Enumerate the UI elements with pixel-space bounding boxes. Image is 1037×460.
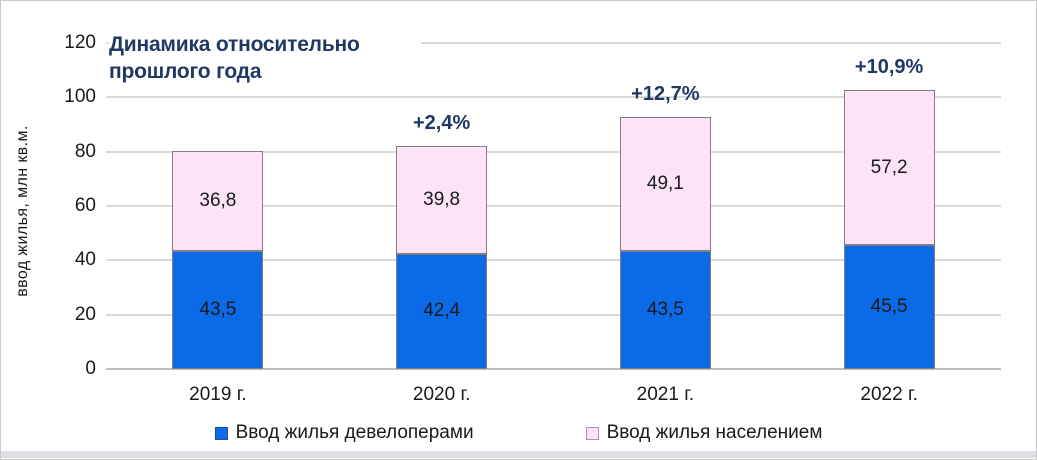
bar-segment-population: 49,1 [619, 117, 711, 251]
bottom-strip [1, 451, 1036, 458]
bar-segment-population: 39,8 [396, 145, 488, 254]
x-axis-label: 2022 г. [860, 384, 918, 405]
bar-segment-developers: 45,5 [843, 245, 935, 369]
legend-label: Ввод жилья девелоперами [235, 422, 474, 443]
bar-segment-population: 57,2 [843, 89, 935, 246]
growth-annotation: +12,7% [631, 83, 700, 106]
bar-segment-population: 36,8 [172, 150, 264, 251]
bar-segment-developers: 43,5 [172, 250, 264, 369]
gridline [106, 150, 1001, 153]
bar-value-label: 43,5 [199, 298, 237, 320]
y-tick-label: 0 [85, 358, 96, 379]
bar-segment-developers: 42,4 [396, 253, 488, 369]
legend-label: Ввод жилья населением [606, 422, 823, 443]
gridline [106, 313, 1001, 316]
legend-item-developers: Ввод жилья девелоперами [214, 422, 474, 444]
bar-segment-developers: 43,5 [619, 250, 711, 369]
bar-value-label: 45,5 [870, 296, 908, 318]
growth-annotation: +10,9% [854, 55, 924, 78]
legend: Ввод жилья девелоперами Ввод жилья населе… [1, 420, 1036, 446]
y-tick-label: 40 [74, 249, 96, 271]
bar-value-label: 39,8 [423, 188, 461, 210]
y-tick-label: 20 [74, 303, 96, 325]
bar-value-label: 36,8 [199, 189, 237, 211]
bar-value-label: 57,2 [870, 156, 908, 178]
y-tick-label: 80 [74, 140, 96, 162]
gridline [106, 259, 1001, 262]
y-axis-title: ввод жилья, млн кв.м. [14, 125, 31, 297]
y-tick-label: 100 [64, 86, 96, 108]
chart-title: Динамика относительно прошлого года [109, 31, 421, 85]
y-tick-label: 60 [74, 195, 96, 216]
gridline [106, 42, 1001, 44]
gridline [106, 205, 1001, 207]
x-axis-label: 2021 г. [636, 384, 695, 405]
x-axis-label: 2020 г. [412, 384, 471, 405]
y-tick-label: 120 [64, 32, 96, 53]
bar-value-label: 49,1 [646, 173, 684, 195]
bar-value-label: 43,5 [646, 298, 684, 320]
legend-marker-developers-icon [214, 426, 228, 440]
x-axis-line [106, 368, 1001, 370]
x-axis-label: 2019 г. [189, 384, 247, 405]
growth-annotation: +2,4% [412, 111, 471, 134]
gridline [106, 96, 1001, 99]
legend-marker-population-icon [585, 426, 599, 440]
legend-item-population: Ввод жилья населением [585, 422, 823, 444]
bar-value-label: 42,4 [423, 300, 461, 322]
